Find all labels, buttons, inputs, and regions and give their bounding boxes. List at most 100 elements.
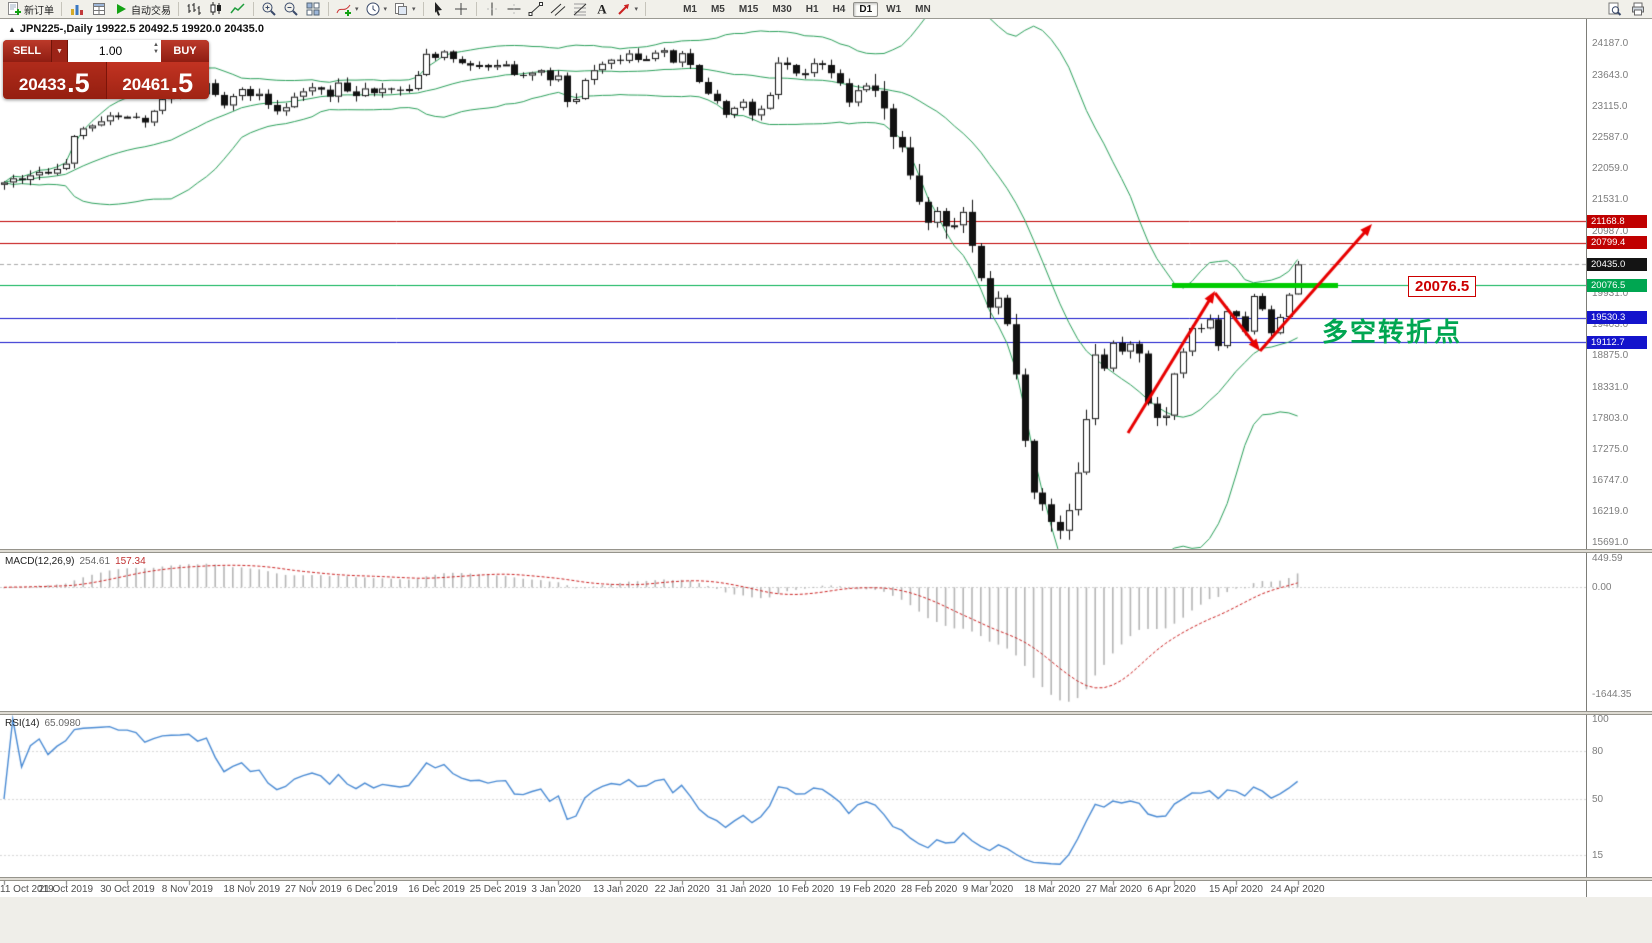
trendline-icon bbox=[528, 1, 544, 17]
price-tag: 20076.5 bbox=[1587, 278, 1647, 292]
timeframe-W1[interactable]: W1 bbox=[886, 3, 902, 15]
cursor-button[interactable] bbox=[428, 0, 450, 19]
arrows-icon bbox=[616, 1, 632, 17]
timeframe-MN[interactable]: MN bbox=[915, 3, 931, 15]
new-order-button[interactable]: 新订单 bbox=[3, 0, 57, 19]
price-axis-label: 24187.0 bbox=[1592, 38, 1629, 49]
toolbar-separator bbox=[253, 2, 254, 16]
zoom-in-icon bbox=[261, 1, 277, 17]
arrows-button[interactable]: ▾ bbox=[613, 0, 642, 19]
tile-icon bbox=[305, 1, 321, 17]
time-axis-label: 16 Dec 2019 bbox=[408, 884, 465, 895]
time-axis-label: 27 Nov 2019 bbox=[285, 884, 342, 895]
time-axis-label: 10 Feb 2020 bbox=[777, 884, 834, 895]
toolbar: 新订单 自动交易 ▾ ▾ ▾ A ▾ M1 M5 M15 M30 H1 H4 D1 W1 MN bbox=[0, 0, 1652, 19]
market-watch-button[interactable] bbox=[66, 0, 88, 19]
horizontal-line-button[interactable] bbox=[503, 0, 525, 19]
chevron-down-icon[interactable]: ▾ bbox=[412, 6, 416, 13]
price-annotation-label[interactable]: 20076.5 bbox=[1408, 276, 1477, 297]
price-axis-label: 16747.0 bbox=[1592, 474, 1629, 486]
panel-separator-main-macd[interactable] bbox=[0, 549, 1652, 553]
tile-windows-button[interactable] bbox=[302, 0, 324, 19]
toolbar-separator bbox=[645, 2, 647, 16]
chart-symbol-period: JPN225-,Daily bbox=[19, 23, 93, 35]
chart-collapse-icon[interactable]: ▲ bbox=[8, 25, 16, 34]
time-axis-label: 31 Jan 2020 bbox=[716, 884, 772, 895]
channel-button[interactable] bbox=[547, 0, 569, 19]
timeframe-D1[interactable]: D1 bbox=[853, 1, 879, 17]
price-tag: 20435.0 bbox=[1587, 257, 1647, 271]
timeframe-M1[interactable]: M1 bbox=[683, 3, 697, 15]
price-tag: 21168.8 bbox=[1587, 214, 1647, 228]
indicators-button[interactable]: ▾ bbox=[333, 0, 362, 19]
timeframe-M15[interactable]: M15 bbox=[738, 3, 759, 15]
toolbar-separator bbox=[178, 2, 179, 16]
auto-trading-button-label: 自动交易 bbox=[131, 5, 171, 17]
trade-panel-controls: SELL ▼ ▲▼ BUY bbox=[3, 40, 209, 62]
zoom-out-button[interactable] bbox=[280, 0, 302, 19]
bar-chart-button[interactable] bbox=[183, 0, 205, 19]
fibo-icon bbox=[572, 1, 588, 17]
text-icon: A bbox=[594, 1, 610, 17]
print-preview-button[interactable] bbox=[1603, 0, 1625, 19]
volume-dropdown-icon[interactable]: ▼ bbox=[51, 40, 68, 62]
time-axis-label: 22 Jan 2020 bbox=[654, 884, 710, 895]
time-axis-label: 21 Oct 2019 bbox=[38, 884, 94, 895]
data-window-button[interactable] bbox=[88, 0, 110, 19]
periods-button[interactable]: ▾ bbox=[362, 0, 391, 19]
panel-separator-rsi-dates[interactable] bbox=[0, 877, 1652, 881]
chevron-down-icon[interactable]: ▾ bbox=[355, 6, 359, 13]
new-order-button-label: 新订单 bbox=[24, 5, 54, 17]
new-order-icon bbox=[6, 1, 22, 17]
volume-field: ▲▼ bbox=[68, 40, 161, 62]
templates-button[interactable]: ▾ bbox=[390, 0, 419, 19]
price-axis[interactable] bbox=[1586, 19, 1652, 897]
vertical-line-button[interactable] bbox=[481, 0, 503, 19]
time-axis-label: 28 Feb 2020 bbox=[901, 884, 958, 895]
timeframe-H1[interactable]: H1 bbox=[805, 3, 819, 15]
time-axis-label: 27 Mar 2020 bbox=[1085, 884, 1142, 895]
zoom-in-button[interactable] bbox=[258, 0, 280, 19]
buy-button[interactable]: BUY bbox=[161, 40, 209, 62]
timeframe-M30[interactable]: M30 bbox=[772, 3, 792, 15]
window-bottom-area bbox=[0, 897, 1652, 943]
trendline-button[interactable] bbox=[525, 0, 547, 19]
macd-axis-label: 449.59 bbox=[1592, 553, 1623, 564]
auto-trading-button[interactable]: 自动交易 bbox=[110, 0, 174, 19]
crosshair-icon bbox=[453, 1, 469, 17]
chevron-down-icon[interactable]: ▾ bbox=[383, 6, 388, 13]
line-chart-button[interactable] bbox=[227, 0, 249, 19]
price-axis-label: 22059.0 bbox=[1592, 162, 1629, 174]
printer-button[interactable] bbox=[1627, 0, 1649, 19]
price-axis-label: 18331.0 bbox=[1592, 381, 1629, 393]
toolbar-separator bbox=[328, 2, 329, 16]
time-axis-label: 11 Oct 2019 bbox=[0, 884, 54, 895]
fibonacci-button[interactable] bbox=[569, 0, 591, 19]
price-axis-label: 16219.0 bbox=[1592, 505, 1629, 517]
timeframe-H4[interactable]: H4 bbox=[832, 3, 846, 15]
volume-input[interactable] bbox=[68, 40, 161, 62]
chevron-down-icon[interactable]: ▾ bbox=[634, 6, 639, 13]
data-window-icon bbox=[91, 1, 107, 17]
vline-icon bbox=[484, 1, 500, 17]
panel-separator-macd-rsi[interactable] bbox=[0, 711, 1652, 715]
buy-price[interactable]: 20461 .5 bbox=[106, 62, 209, 99]
volume-stepper[interactable]: ▲ ▼ bbox=[153, 42, 159, 55]
time-axis-label: 6 Dec 2019 bbox=[346, 884, 398, 895]
timeframe-M5[interactable]: M5 bbox=[710, 3, 725, 15]
turning-point-text[interactable]: 多空转折点 bbox=[1322, 317, 1463, 347]
text-button[interactable]: A bbox=[591, 0, 613, 19]
time-axis-label: 25 Dec 2019 bbox=[469, 884, 527, 895]
price-axis-label: 18875.0 bbox=[1592, 349, 1629, 361]
candlestick-chart-button[interactable] bbox=[205, 0, 227, 19]
time-axis-label: 18 Mar 2020 bbox=[1024, 884, 1081, 895]
bar-chart-icon bbox=[186, 1, 202, 17]
sell-button[interactable]: SELL bbox=[3, 40, 51, 62]
candle-chart-icon bbox=[208, 1, 224, 17]
one-click-trading-panel: SELL ▼ ▲▼ BUY 20433 .5 20461 .5 bbox=[3, 40, 209, 99]
price-axis-label: 17803.0 bbox=[1592, 412, 1629, 424]
sell-price[interactable]: 20433 .5 bbox=[3, 62, 107, 99]
crosshair-button[interactable] bbox=[450, 0, 472, 19]
rsi-axis-label: 80 bbox=[1592, 746, 1604, 757]
